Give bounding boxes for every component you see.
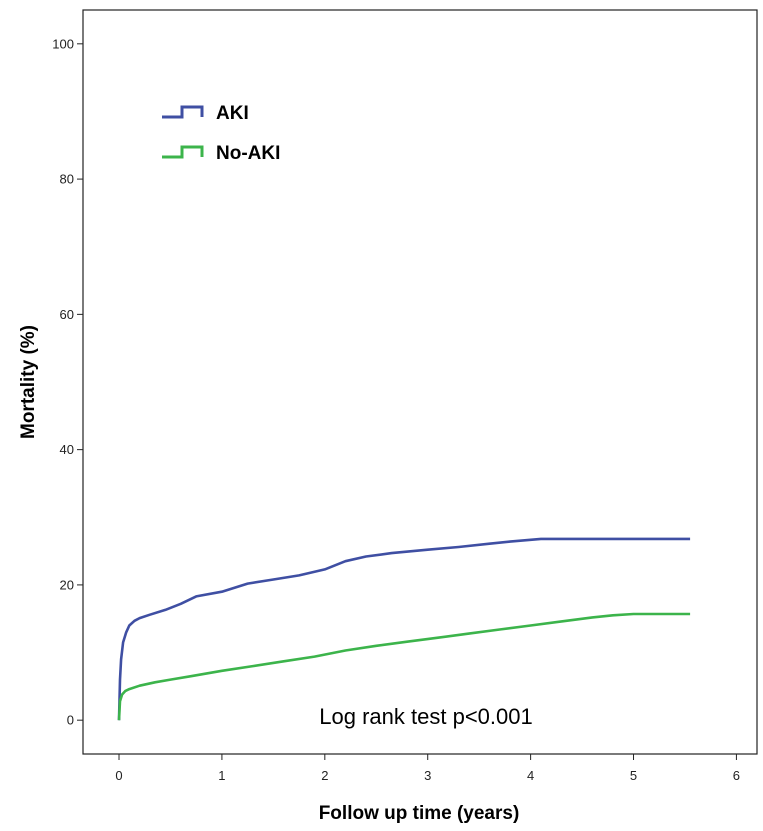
y-tick-label-3: 60 bbox=[60, 307, 74, 322]
y-tick-label-1: 20 bbox=[60, 577, 74, 592]
x-tick-label-6: 6 bbox=[733, 768, 740, 783]
plot-frame bbox=[82, 9, 758, 755]
x-tick-label-2: 2 bbox=[321, 768, 328, 783]
y-tick-label-4: 80 bbox=[60, 172, 74, 187]
legend-label-aki: AKI bbox=[216, 103, 249, 124]
series-line-no-aki bbox=[117, 612, 691, 721]
x-axis-title: Follow up time (years) bbox=[319, 803, 520, 824]
y-tick-label-2: 40 bbox=[60, 442, 74, 457]
x-tick-label-0: 0 bbox=[115, 768, 122, 783]
x-tick-label-5: 5 bbox=[630, 768, 637, 783]
y-tick-label-0: 0 bbox=[67, 713, 74, 728]
legend: AKI No-AKI bbox=[162, 103, 280, 164]
x-tick-label-4: 4 bbox=[527, 768, 534, 783]
y-axis-title: Mortality (%) bbox=[18, 325, 39, 439]
y-tick-label-5: 100 bbox=[52, 36, 74, 51]
annotation-log-rank: Log rank test p<0.001 bbox=[319, 704, 532, 729]
legend-swatch-aki bbox=[162, 105, 204, 119]
x-tick-label-3: 3 bbox=[424, 768, 431, 783]
x-tick-label-1: 1 bbox=[218, 768, 225, 783]
series-line-aki bbox=[117, 537, 691, 721]
legend-swatch-no-aki bbox=[162, 145, 204, 159]
legend-label-no-aki: No-AKI bbox=[216, 143, 280, 164]
